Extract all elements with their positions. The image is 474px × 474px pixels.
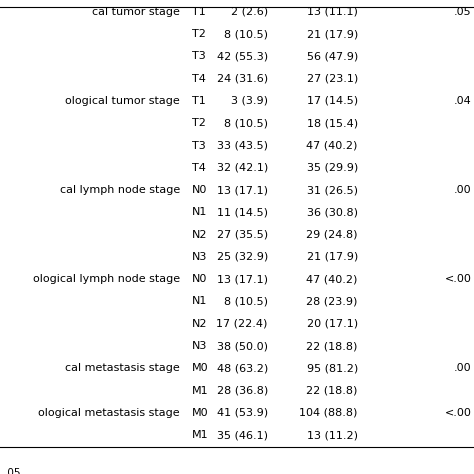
Text: .04: .04 [454, 96, 472, 106]
Text: N3: N3 [192, 252, 207, 262]
Text: 13 (17.1): 13 (17.1) [217, 274, 268, 284]
Text: 13 (11.1): 13 (11.1) [307, 7, 358, 17]
Text: N1: N1 [192, 207, 207, 218]
Text: T4: T4 [192, 163, 206, 173]
Text: 8 (10.5): 8 (10.5) [224, 118, 268, 128]
Text: 33 (43.5): 33 (43.5) [217, 140, 268, 151]
Text: 28 (23.9): 28 (23.9) [307, 296, 358, 307]
Text: 41 (53.9): 41 (53.9) [217, 408, 268, 418]
Text: 35 (46.1): 35 (46.1) [217, 430, 268, 440]
Text: T3: T3 [192, 140, 206, 151]
Text: M1: M1 [192, 430, 209, 440]
Text: M0: M0 [192, 408, 209, 418]
Text: 27 (23.1): 27 (23.1) [307, 73, 358, 84]
Text: 35 (29.9): 35 (29.9) [307, 163, 358, 173]
Text: T4: T4 [192, 73, 206, 84]
Text: 20 (17.1): 20 (17.1) [307, 319, 358, 329]
Text: .00: .00 [454, 363, 472, 374]
Text: <.00: <.00 [445, 274, 472, 284]
Text: N2: N2 [192, 229, 208, 240]
Text: 17 (22.4): 17 (22.4) [217, 319, 268, 329]
Text: ological metastasis stage: ological metastasis stage [38, 408, 180, 418]
Text: T2: T2 [192, 29, 206, 39]
Text: 22 (18.8): 22 (18.8) [307, 385, 358, 396]
Text: T3: T3 [192, 51, 206, 62]
Text: T2: T2 [192, 118, 206, 128]
Text: 28 (36.8): 28 (36.8) [217, 385, 268, 396]
Text: 32 (42.1): 32 (42.1) [217, 163, 268, 173]
Text: .05: .05 [454, 7, 472, 17]
Text: 21 (17.9): 21 (17.9) [307, 252, 358, 262]
Text: 29 (24.8): 29 (24.8) [306, 229, 358, 240]
Text: T1: T1 [192, 7, 206, 17]
Text: 42 (55.3): 42 (55.3) [217, 51, 268, 62]
Text: .00: .00 [454, 185, 472, 195]
Text: M0: M0 [192, 363, 209, 374]
Text: 95 (81.2): 95 (81.2) [307, 363, 358, 374]
Text: N1: N1 [192, 296, 207, 307]
Text: 48 (63.2): 48 (63.2) [217, 363, 268, 374]
Text: 17 (14.5): 17 (14.5) [307, 96, 358, 106]
Text: 18 (15.4): 18 (15.4) [307, 118, 358, 128]
Text: ological tumor stage: ological tumor stage [65, 96, 180, 106]
Text: <.00: <.00 [445, 408, 472, 418]
Text: 13 (17.1): 13 (17.1) [217, 185, 268, 195]
Text: 25 (32.9): 25 (32.9) [217, 252, 268, 262]
Text: 27 (35.5): 27 (35.5) [217, 229, 268, 240]
Text: 3 (3.9): 3 (3.9) [231, 96, 268, 106]
Text: cal metastasis stage: cal metastasis stage [65, 363, 180, 374]
Text: T1: T1 [192, 96, 206, 106]
Text: N0: N0 [192, 185, 207, 195]
Text: cal tumor stage: cal tumor stage [92, 7, 180, 17]
Text: 56 (47.9): 56 (47.9) [307, 51, 358, 62]
Text: 47 (40.2): 47 (40.2) [307, 140, 358, 151]
Text: cal lymph node stage: cal lymph node stage [60, 185, 180, 195]
Text: N0: N0 [192, 274, 207, 284]
Text: .05.: .05. [5, 467, 25, 474]
Text: M1: M1 [192, 385, 209, 396]
Text: 47 (40.2): 47 (40.2) [307, 274, 358, 284]
Text: 11 (14.5): 11 (14.5) [217, 207, 268, 218]
Text: 31 (26.5): 31 (26.5) [307, 185, 358, 195]
Text: 8 (10.5): 8 (10.5) [224, 296, 268, 307]
Text: 2 (2.6): 2 (2.6) [231, 7, 268, 17]
Text: 36 (30.8): 36 (30.8) [307, 207, 358, 218]
Text: N2: N2 [192, 319, 208, 329]
Text: N3: N3 [192, 341, 207, 351]
Text: 21 (17.9): 21 (17.9) [307, 29, 358, 39]
Text: ological lymph node stage: ological lymph node stage [33, 274, 180, 284]
Text: 24 (31.6): 24 (31.6) [217, 73, 268, 84]
Text: 22 (18.8): 22 (18.8) [307, 341, 358, 351]
Text: 104 (88.8): 104 (88.8) [300, 408, 358, 418]
Text: 38 (50.0): 38 (50.0) [217, 341, 268, 351]
Text: 8 (10.5): 8 (10.5) [224, 29, 268, 39]
Text: 13 (11.2): 13 (11.2) [307, 430, 358, 440]
